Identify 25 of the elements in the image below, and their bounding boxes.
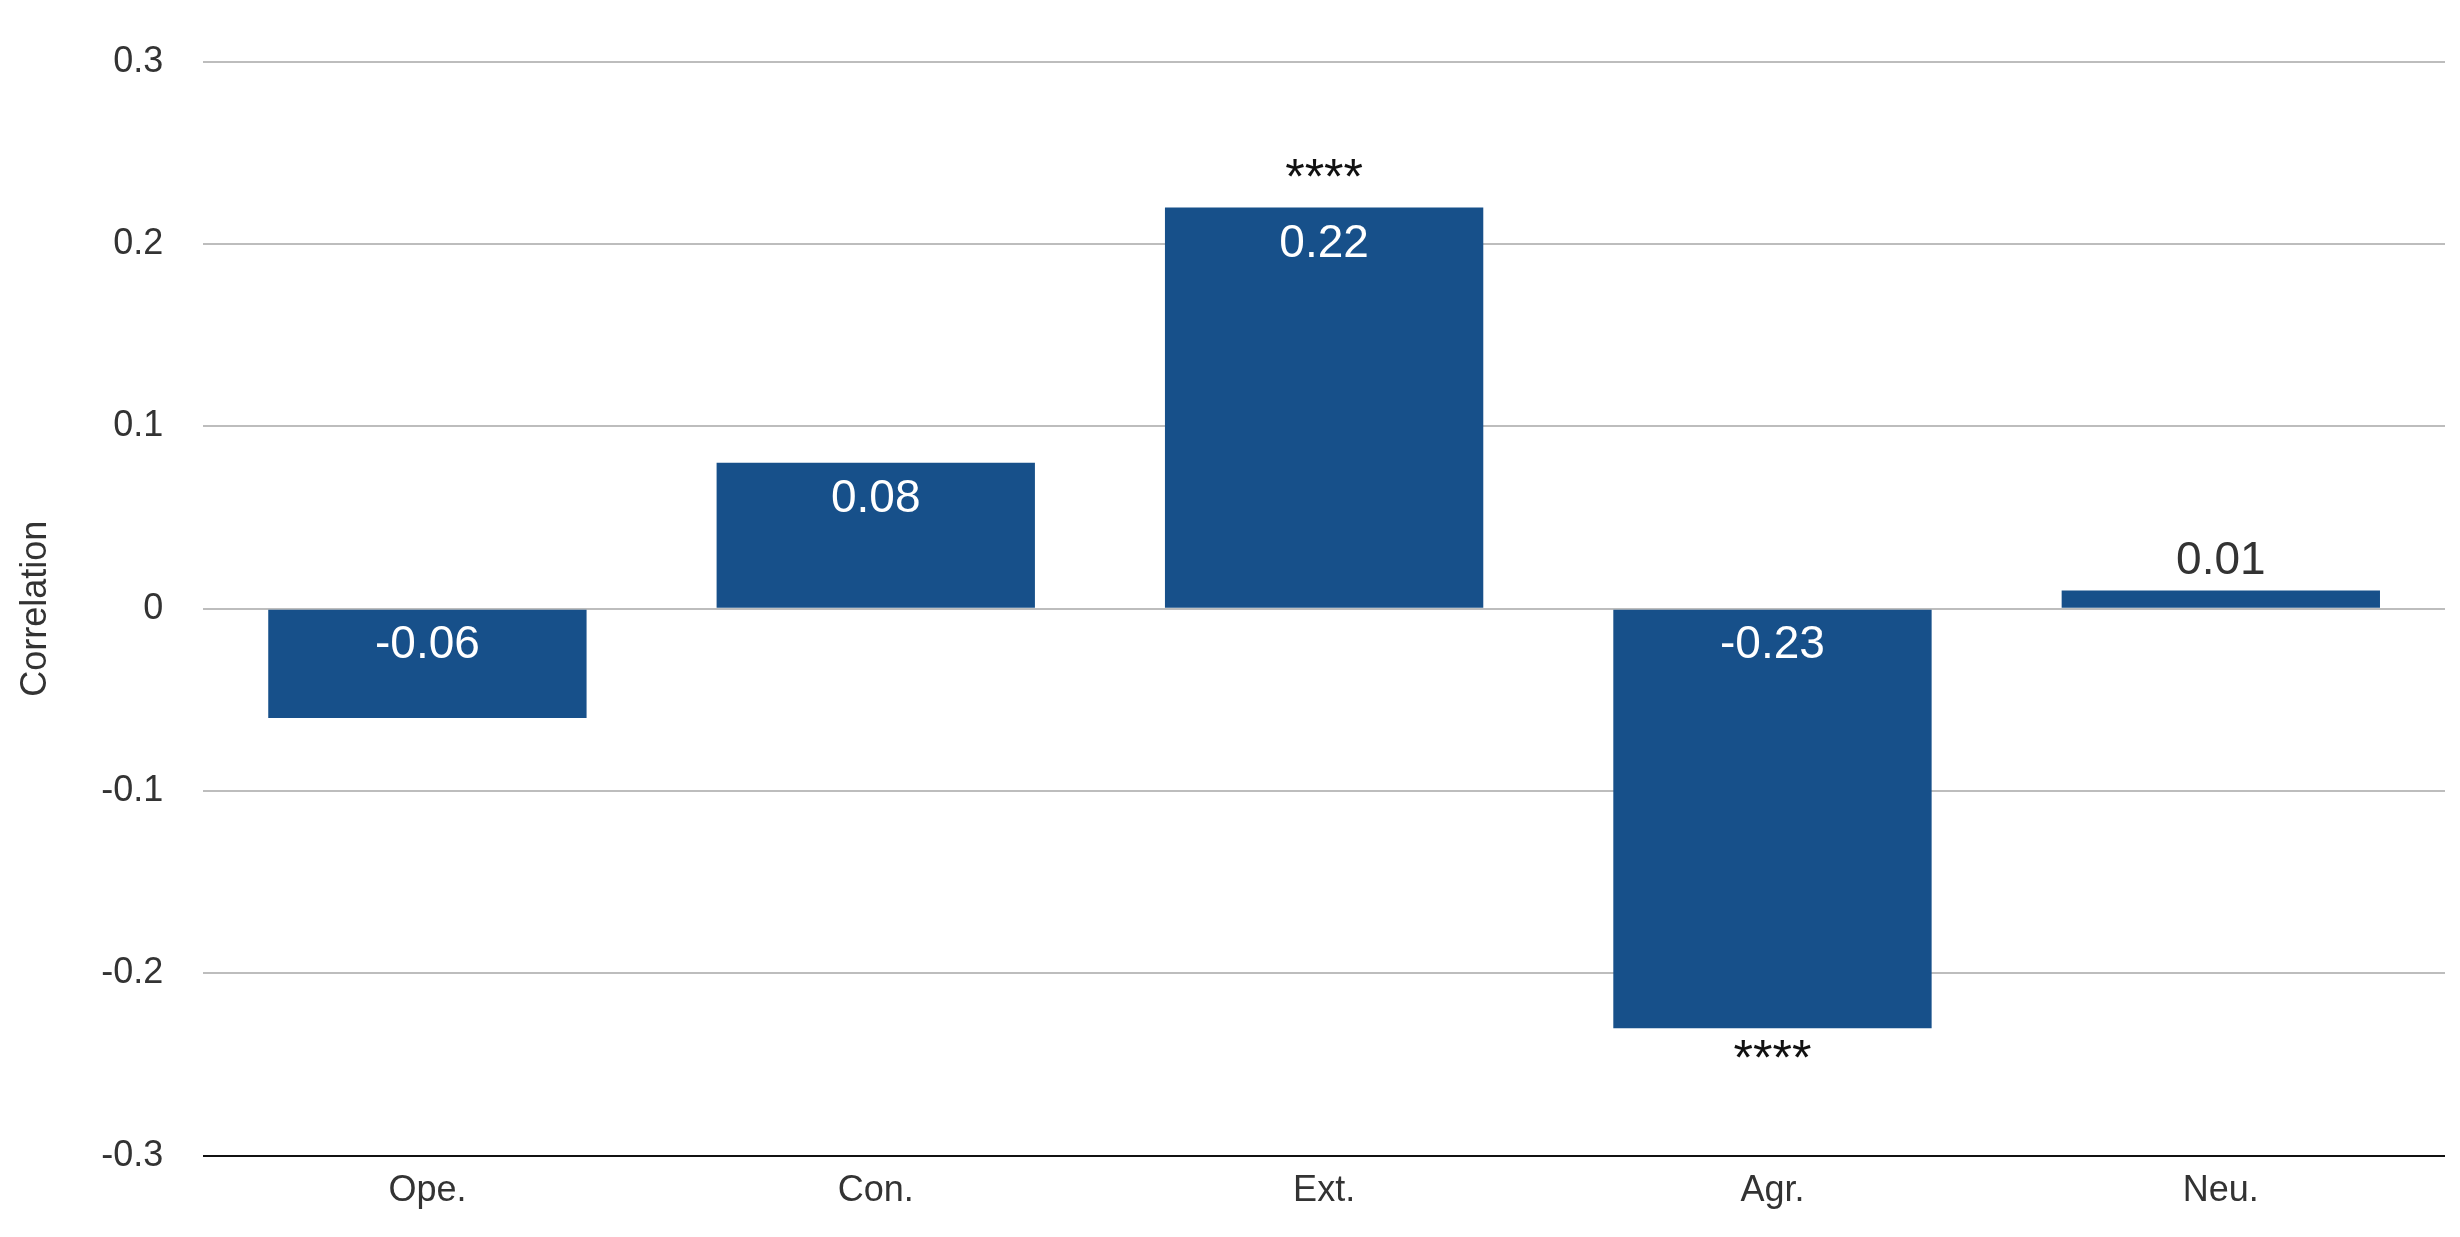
bar <box>1613 609 1932 1029</box>
x-tick-label: Ope. <box>388 1168 467 1210</box>
data-label: 0.08 <box>831 470 921 523</box>
y-tick-label: -0.1 <box>101 767 164 809</box>
data-label: -0.06 <box>374 616 480 669</box>
bar <box>1164 207 1484 608</box>
data-label: 0.22 <box>1279 215 1369 268</box>
y-tick-label: 0.1 <box>113 403 164 445</box>
x-tick-label: Ext. <box>1293 1168 1356 1210</box>
y-tick-label: -0.3 <box>101 1132 164 1174</box>
y-tick-label: 0.3 <box>113 38 164 80</box>
y-axis-title: Correlation <box>12 520 54 697</box>
y-tick-label: 0 <box>143 585 164 627</box>
bar <box>268 609 587 719</box>
y-tick-label: 0.2 <box>113 220 164 262</box>
x-tick-label: Con. <box>837 1168 914 1210</box>
y-tick-label: -0.2 <box>101 950 164 992</box>
data-label: -0.23 <box>1720 616 1825 669</box>
annotation: **** <box>1285 149 1364 206</box>
x-tick-label: Agr. <box>1740 1168 1805 1210</box>
bar <box>2061 590 2380 608</box>
data-label: 0.01 <box>2176 532 2266 585</box>
x-tick-label: Neu. <box>2182 1168 2259 1210</box>
annotation: **** <box>1733 1029 1812 1086</box>
bar <box>716 462 1035 608</box>
